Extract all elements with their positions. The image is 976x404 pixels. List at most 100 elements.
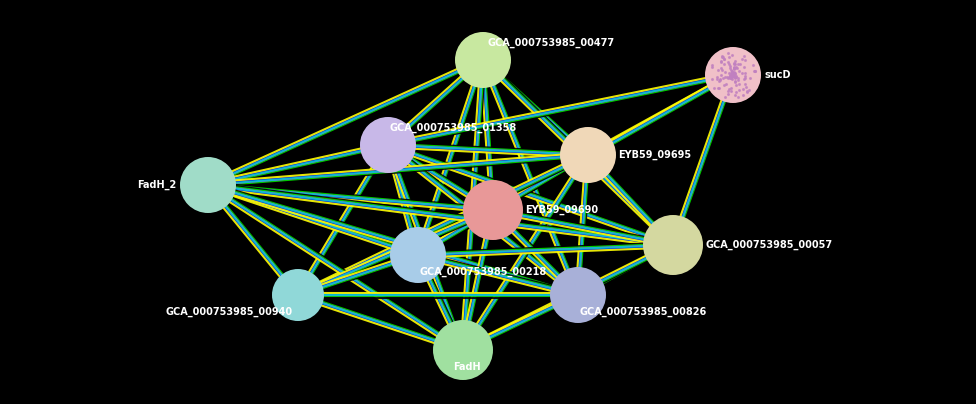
- Point: [727, 78, 743, 84]
- Point: [723, 87, 739, 94]
- Point: [724, 68, 740, 74]
- Point: [748, 67, 763, 74]
- Point: [718, 81, 734, 88]
- Point: [724, 74, 740, 80]
- Point: [727, 69, 743, 76]
- Point: [727, 70, 743, 77]
- Point: [716, 81, 732, 88]
- Point: [713, 58, 729, 65]
- Text: FadH_2: FadH_2: [137, 180, 176, 190]
- Point: [730, 61, 746, 67]
- Point: [713, 72, 729, 78]
- Point: [728, 81, 744, 88]
- Point: [710, 76, 725, 82]
- Point: [730, 93, 746, 100]
- Point: [736, 53, 752, 59]
- Point: [711, 84, 726, 91]
- Point: [726, 65, 742, 72]
- Point: [722, 72, 738, 79]
- Point: [720, 74, 736, 80]
- Point: [727, 65, 743, 71]
- Text: GCA_000753985_01358: GCA_000753985_01358: [390, 123, 517, 133]
- Point: [706, 84, 721, 91]
- Point: [726, 70, 742, 77]
- Point: [735, 92, 751, 98]
- Point: [740, 89, 755, 96]
- Point: [705, 76, 720, 82]
- Point: [710, 74, 725, 81]
- Point: [713, 67, 729, 73]
- Point: [737, 57, 752, 63]
- Point: [729, 64, 745, 71]
- Point: [725, 72, 741, 79]
- Point: [745, 62, 760, 68]
- Point: [721, 86, 737, 92]
- Circle shape: [390, 227, 446, 283]
- Point: [704, 64, 719, 71]
- Point: [726, 64, 742, 71]
- Point: [726, 64, 742, 70]
- Point: [715, 74, 731, 81]
- Point: [724, 70, 740, 77]
- Point: [743, 75, 758, 82]
- Point: [735, 85, 751, 92]
- Point: [725, 73, 741, 79]
- Point: [737, 70, 752, 76]
- Point: [723, 70, 739, 76]
- Point: [727, 74, 743, 81]
- Point: [728, 73, 744, 80]
- Point: [717, 74, 733, 80]
- Point: [731, 86, 747, 93]
- Point: [727, 91, 743, 98]
- Point: [734, 55, 750, 62]
- Point: [730, 75, 746, 81]
- Point: [713, 59, 729, 65]
- Point: [731, 68, 747, 74]
- Point: [723, 67, 739, 73]
- Point: [730, 77, 746, 83]
- Point: [713, 53, 729, 59]
- Point: [722, 75, 738, 81]
- Point: [725, 71, 741, 78]
- Point: [729, 73, 745, 80]
- Point: [712, 76, 727, 82]
- Point: [746, 67, 761, 74]
- Text: sucD: sucD: [765, 70, 792, 80]
- Point: [748, 68, 763, 74]
- Point: [712, 85, 727, 91]
- Point: [723, 85, 739, 91]
- Point: [704, 62, 719, 68]
- Circle shape: [463, 180, 523, 240]
- Point: [721, 53, 737, 60]
- Point: [725, 72, 741, 78]
- Text: GCA_000753985_00057: GCA_000753985_00057: [706, 240, 834, 250]
- Point: [725, 72, 741, 78]
- Circle shape: [180, 157, 236, 213]
- Point: [738, 72, 753, 79]
- Point: [727, 61, 743, 67]
- Point: [723, 75, 739, 81]
- Circle shape: [560, 127, 616, 183]
- Point: [738, 80, 753, 87]
- Circle shape: [360, 117, 416, 173]
- Point: [717, 93, 733, 100]
- Point: [723, 74, 739, 81]
- Point: [720, 50, 736, 57]
- Point: [722, 65, 738, 72]
- Text: FadH: FadH: [453, 362, 480, 372]
- Point: [739, 88, 754, 95]
- Point: [714, 54, 730, 61]
- Point: [726, 66, 742, 72]
- Point: [712, 77, 728, 83]
- Point: [724, 76, 740, 82]
- Point: [712, 65, 728, 72]
- Point: [727, 78, 743, 85]
- Point: [721, 61, 737, 67]
- Point: [719, 88, 735, 95]
- Circle shape: [272, 269, 324, 321]
- Point: [737, 75, 752, 82]
- Circle shape: [643, 215, 703, 275]
- Point: [720, 75, 736, 81]
- Text: EYB59_09690: EYB59_09690: [525, 205, 598, 215]
- Point: [714, 53, 730, 60]
